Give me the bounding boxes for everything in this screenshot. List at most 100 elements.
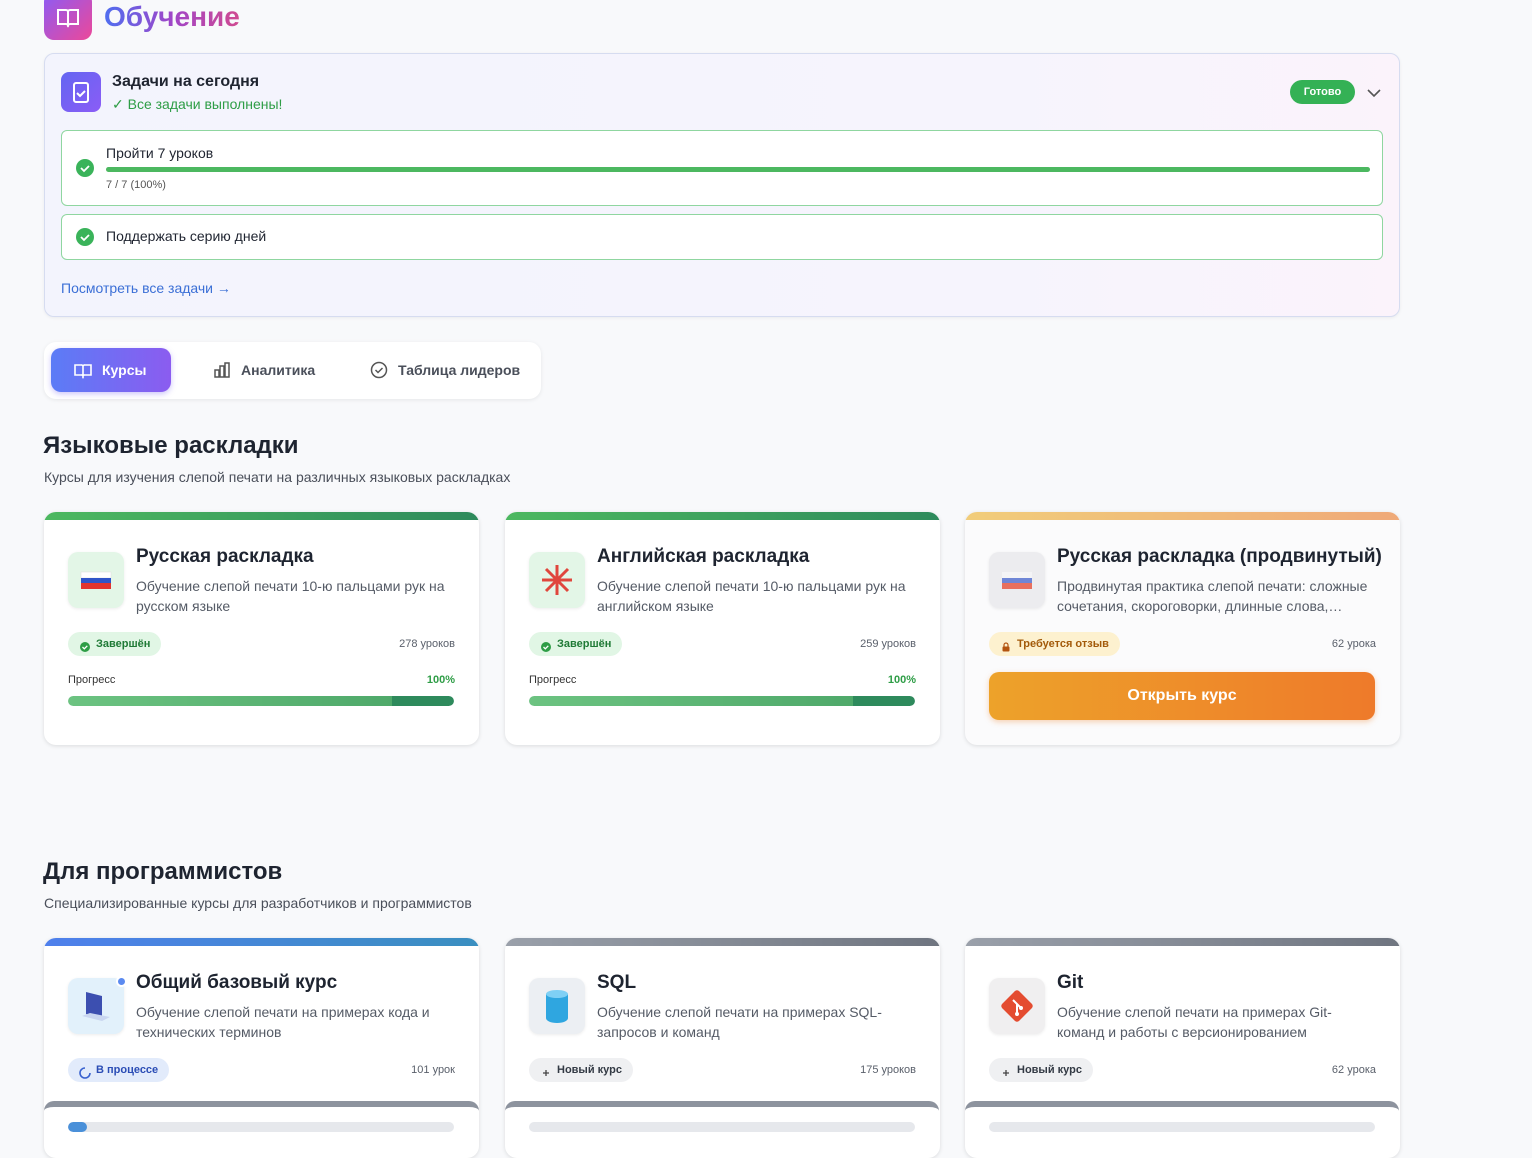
- progress-track: [529, 696, 915, 706]
- task-item: Пройти 7 уроков 7 / 7 (100%): [61, 130, 1383, 206]
- flag-stripe: [1002, 572, 1032, 578]
- check-mark: [80, 165, 90, 173]
- badge-check: [374, 367, 384, 374]
- task-label: Поддержать серию дней: [106, 228, 267, 244]
- course-icon: [68, 978, 124, 1034]
- collapse-chevron[interactable]: [1364, 83, 1384, 103]
- screen-shape: [86, 992, 102, 1018]
- progress-fill: [68, 696, 454, 706]
- tasks-icon: [61, 72, 101, 112]
- base-shape: [82, 1013, 110, 1021]
- task-check: [75, 158, 95, 178]
- lesson-count: 175 уроков: [860, 1064, 916, 1076]
- task-progress-text: 7 / 7 (100%): [106, 179, 166, 191]
- progress-track: [529, 1122, 915, 1132]
- check-circle: [76, 228, 94, 246]
- flag-stripe: [81, 583, 111, 589]
- course-card[interactable]: SQL Обучение слепой печати на примерах SQ…: [505, 938, 940, 1158]
- lesson-count: 62 урока: [1331, 638, 1376, 650]
- lock-shackle: [1003, 642, 1009, 647]
- progress-fill: [529, 696, 915, 706]
- status-text: Новый курс: [1017, 1064, 1082, 1076]
- open-course-button[interactable]: Открыть курс: [989, 672, 1375, 720]
- progress-title: Прогресс: [68, 674, 116, 686]
- course-description: Обучение слепой печати 10-ю пальцами рук…: [597, 578, 906, 614]
- flag-stripe: [1002, 578, 1032, 583]
- progress-value: 100%: [426, 674, 455, 686]
- lesson-count: 62 урока: [1331, 1064, 1376, 1076]
- badge-icon: [370, 361, 388, 379]
- pill-icon: [79, 1067, 91, 1079]
- flag-icon: [1002, 572, 1032, 589]
- flag-icon: [542, 565, 572, 595]
- section-title: Языковые раскладки: [43, 432, 299, 459]
- tab-label: Таблица лидеров: [398, 362, 521, 378]
- course-title: SQL: [597, 972, 637, 993]
- course-card[interactable]: Git Обучение слепой печати на примерах Gi…: [965, 938, 1400, 1158]
- course-description: Продвинутая практика слепой печати: слож…: [1057, 578, 1368, 614]
- course-description: Обучение слепой печати на примерах SQL-з…: [597, 1004, 882, 1040]
- status-pill: В процессе: [68, 1058, 170, 1082]
- card-partial: [44, 1101, 479, 1121]
- status-pill: Завершён: [68, 632, 162, 656]
- tab-icon: [369, 360, 389, 380]
- plus: [543, 1070, 549, 1076]
- git-icon: [1001, 990, 1033, 1022]
- task-progress-fill: [106, 167, 1370, 172]
- book-icon: [74, 364, 92, 380]
- task-progress-track: [106, 167, 1370, 172]
- tab-icon: [73, 360, 93, 380]
- course-icon: [68, 552, 124, 608]
- chart-shape: [214, 362, 230, 378]
- status-text: Завершён: [557, 638, 612, 650]
- course-icon: [529, 978, 585, 1034]
- course-title: Общий базовый курс: [136, 972, 338, 993]
- tab-label: Курсы: [102, 362, 147, 378]
- flag-stripe: [1002, 583, 1032, 589]
- tab[interactable]: Курсы: [51, 348, 171, 392]
- check-icon: [76, 228, 94, 246]
- card-partial: [505, 1101, 939, 1121]
- page: Обучение Задачи на сегодня ✓ Все задачи …: [43, 0, 1400, 1132]
- pill-check: [543, 645, 549, 650]
- status-pill: Требуется отзыв: [989, 632, 1120, 656]
- task-check: [75, 227, 95, 247]
- pill-check: [82, 645, 88, 650]
- badge-circle: [370, 361, 388, 379]
- card-stripe: [505, 512, 940, 520]
- check-mark: [80, 234, 90, 242]
- header-icon: [44, 0, 92, 40]
- task-item: Поддержать серию дней: [61, 214, 1383, 260]
- pill-icon: [1002, 642, 1010, 652]
- plus: [1003, 1070, 1009, 1076]
- tab-bar: Курсы Аналитика Таблица лидеров: [44, 342, 541, 399]
- status-icon: [1000, 1064, 1012, 1076]
- course-icon: [529, 552, 585, 608]
- course-card[interactable]: Общий базовый курс Обучение слепой печати…: [44, 938, 479, 1158]
- lesson-count: 278 уроков: [399, 638, 455, 650]
- pill-circle: [80, 642, 90, 652]
- flag-icon: [80, 571, 112, 589]
- course-card[interactable]: Английская раскладка Обучение слепой печа…: [505, 512, 940, 745]
- git-node: [1019, 1006, 1023, 1010]
- sql-icon: [546, 990, 568, 1023]
- course-icon: [989, 552, 1045, 608]
- progress-title: Прогресс: [529, 674, 577, 686]
- lesson-count: 101 урок: [411, 1064, 455, 1076]
- db-body: [546, 994, 568, 1023]
- tab-icon: [212, 360, 232, 380]
- status-text: Завершён: [96, 638, 151, 650]
- book-icon: [57, 9, 79, 28]
- tab[interactable]: Таблица лидеров: [347, 348, 535, 392]
- status-icon: [79, 638, 91, 652]
- progress-track: [68, 696, 454, 706]
- section-subtitle: Курсы для изучения слепой печати на разл…: [44, 469, 511, 485]
- course-icon: [989, 978, 1045, 1034]
- pill-icon: [1003, 1070, 1009, 1076]
- tab[interactable]: Аналитика: [190, 348, 330, 392]
- all-tasks-link[interactable]: Посмотреть все задачи →: [61, 280, 231, 296]
- flag-cross: [542, 565, 572, 595]
- course-card[interactable]: Русская раскладка (продвинутый) Продвинут…: [965, 512, 1400, 745]
- tasks-title: Задачи на сегодня: [112, 73, 260, 90]
- course-card[interactable]: Русская раскладка Обучение слепой печати …: [44, 512, 479, 745]
